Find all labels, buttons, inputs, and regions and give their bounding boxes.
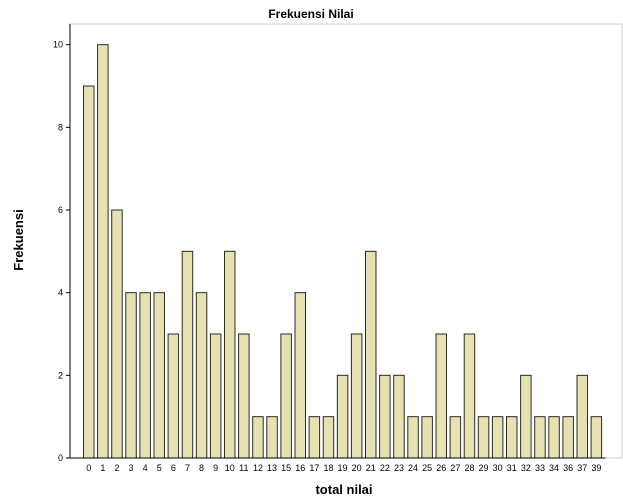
y-tick-label: 2 xyxy=(58,370,63,380)
x-tick-label: 18 xyxy=(323,463,333,473)
bar-4 xyxy=(139,292,151,459)
x-tick-label: 23 xyxy=(394,463,404,473)
bar-26 xyxy=(435,333,447,459)
x-tick-label: 11 xyxy=(239,463,248,473)
bar-36 xyxy=(562,416,574,459)
bar-15 xyxy=(280,333,292,459)
bar-6 xyxy=(167,333,180,459)
bars xyxy=(70,44,606,459)
x-tick-label: 16 xyxy=(295,463,305,473)
x-tick-label: 19 xyxy=(338,463,348,473)
bar-9 xyxy=(209,333,222,459)
bar-10 xyxy=(224,250,236,459)
x-tick-label: 0 xyxy=(86,463,91,473)
y-tick-label: 0 xyxy=(58,453,63,463)
x-tick-label: 8 xyxy=(199,463,204,473)
bar-22 xyxy=(379,374,391,459)
bar-29 xyxy=(477,416,490,459)
x-tick-label: 26 xyxy=(436,463,446,473)
x-tick-label: 5 xyxy=(157,463,162,473)
x-tick-label: 20 xyxy=(352,463,362,473)
bar-16 xyxy=(294,292,306,459)
x-tick-label: 33 xyxy=(535,463,545,473)
x-tick-label: 37 xyxy=(577,463,587,473)
x-tick-labels: 0 1 2 3 4 5 6 7 8 9 10 11 12 13 15 16 17 18 19 20 21 22 23 24 25… xyxy=(86,463,601,473)
x-tick-label: 4 xyxy=(143,463,148,473)
x-tick-label: 12 xyxy=(253,463,263,473)
bar-13 xyxy=(266,416,278,459)
bar-30 xyxy=(491,416,504,459)
bar-27 xyxy=(449,416,462,459)
bar-7 xyxy=(181,250,194,459)
y-tick-label: 10 xyxy=(53,40,63,50)
bar-39 xyxy=(590,416,603,459)
bar-2 xyxy=(111,209,123,459)
x-tick-label: 27 xyxy=(450,463,460,473)
x-tick-label: 32 xyxy=(521,463,531,473)
y-axis: 0 2 4 6 8 10 xyxy=(53,24,71,463)
bar-8 xyxy=(195,292,208,459)
bar-12 xyxy=(252,416,264,459)
bar-34 xyxy=(548,416,560,459)
bar-32 xyxy=(520,374,532,459)
y-tick-label: 4 xyxy=(58,288,63,298)
x-tick-label: 2 xyxy=(114,463,119,473)
chart-title: Frekuensi Nilai xyxy=(268,7,353,21)
x-tick-label: 36 xyxy=(563,463,573,473)
x-tick-label: 9 xyxy=(213,463,218,473)
bar-0 xyxy=(83,85,95,459)
bar-24 xyxy=(407,416,419,459)
bar-28 xyxy=(463,333,476,459)
y-tick-label: 8 xyxy=(58,122,63,132)
x-tick-label: 3 xyxy=(129,463,134,473)
x-tick-label: 6 xyxy=(171,463,176,473)
x-tick-label: 13 xyxy=(267,463,277,473)
bar-17 xyxy=(308,416,321,459)
x-tick-label: 22 xyxy=(380,463,390,473)
bar-3 xyxy=(125,292,137,459)
bar-33 xyxy=(534,416,546,459)
x-tick-label: 10 xyxy=(225,463,235,473)
x-tick-label: 28 xyxy=(464,463,474,473)
x-tick-label: 25 xyxy=(422,463,432,473)
bar-18 xyxy=(322,416,335,459)
x-tick-label: 39 xyxy=(591,463,601,473)
x-tick-label: 24 xyxy=(408,463,418,473)
y-axis-title: Frekuensi xyxy=(11,209,26,270)
x-tick-label: 30 xyxy=(493,463,503,473)
bar-5 xyxy=(153,292,165,459)
x-tick-label: 1 xyxy=(100,463,105,473)
bar-23 xyxy=(393,374,405,459)
bar-25 xyxy=(421,416,433,459)
x-axis-title: total nilai xyxy=(315,482,372,497)
bar-21 xyxy=(365,250,377,459)
bar-20 xyxy=(350,333,363,459)
x-tick-label: 15 xyxy=(281,463,291,473)
x-tick-label: 7 xyxy=(185,463,190,473)
x-tick-label: 34 xyxy=(549,463,559,473)
bar-31 xyxy=(506,416,518,459)
y-tick-label: 6 xyxy=(58,205,63,215)
x-tick-label: 31 xyxy=(507,463,517,473)
x-tick-label: 21 xyxy=(366,463,376,473)
bar-11 xyxy=(238,333,250,459)
bar-1 xyxy=(97,44,109,459)
x-tick-label: 17 xyxy=(309,463,319,473)
bar-37 xyxy=(576,374,588,459)
x-tick-label: 29 xyxy=(479,463,489,473)
bar-19 xyxy=(336,374,349,459)
